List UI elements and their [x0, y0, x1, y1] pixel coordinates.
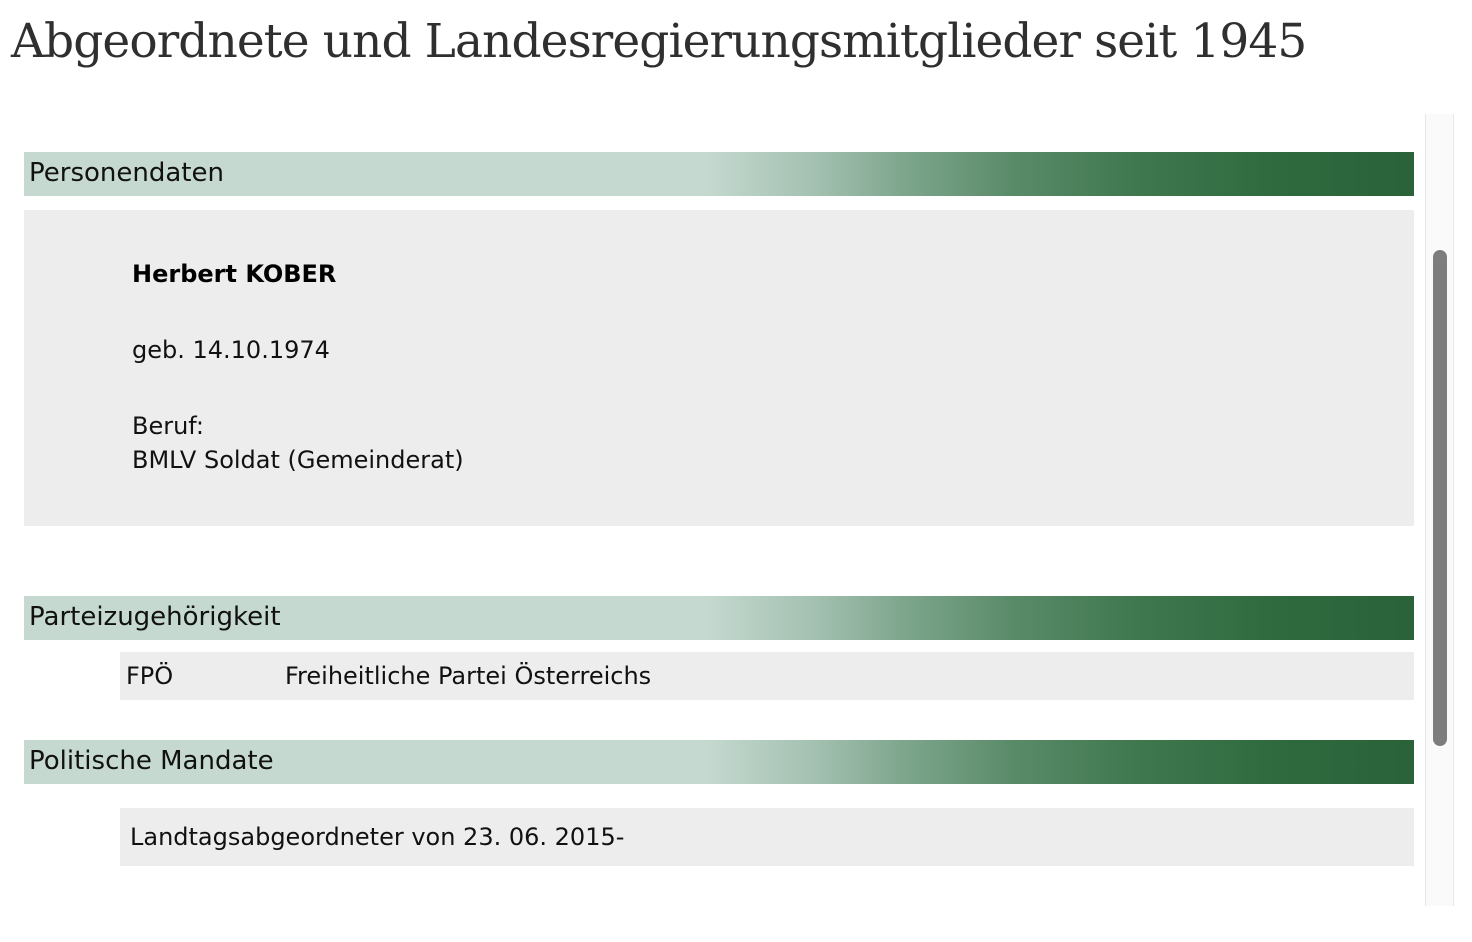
mandate-item: Landtagsabgeordneter von 23. 06. 2015- — [130, 823, 625, 851]
page-title: Abgeordnete und Landesregierungsmitglied… — [11, 14, 1307, 69]
birth-date: geb. 14.10.1974 — [132, 336, 330, 364]
person-details-panel: Herbert KOBER geb. 14.10.1974 Beruf: BML… — [24, 210, 1414, 526]
profession-label: Beruf: — [132, 412, 204, 440]
section-heading-politische-mandate: Politische Mandate — [29, 746, 274, 776]
scrollbar-thumb[interactable] — [1433, 250, 1447, 746]
vertical-scrollbar[interactable] — [1425, 114, 1454, 906]
section-header-politische-mandate: Politische Mandate — [24, 740, 1414, 784]
section-header-parteizugehoerigkeit: Parteizugehörigkeit — [24, 596, 1414, 640]
section-heading-parteizugehoerigkeit: Parteizugehörigkeit — [29, 602, 281, 632]
person-name: Herbert KOBER — [132, 260, 337, 288]
party-row: FPÖ Freiheitliche Partei Österreichs — [120, 652, 1414, 700]
profession-value: BMLV Soldat (Gemeinderat) — [132, 446, 464, 474]
section-header-personendaten: Personendaten — [24, 152, 1414, 196]
party-abbreviation: FPÖ — [126, 662, 174, 690]
section-heading-personendaten: Personendaten — [29, 158, 224, 188]
mandate-row: Landtagsabgeordneter von 23. 06. 2015- — [120, 808, 1414, 866]
party-full-name: Freiheitliche Partei Österreichs — [285, 662, 652, 690]
content-frame: Personendaten Herbert KOBER geb. 14.10.1… — [0, 114, 1454, 908]
